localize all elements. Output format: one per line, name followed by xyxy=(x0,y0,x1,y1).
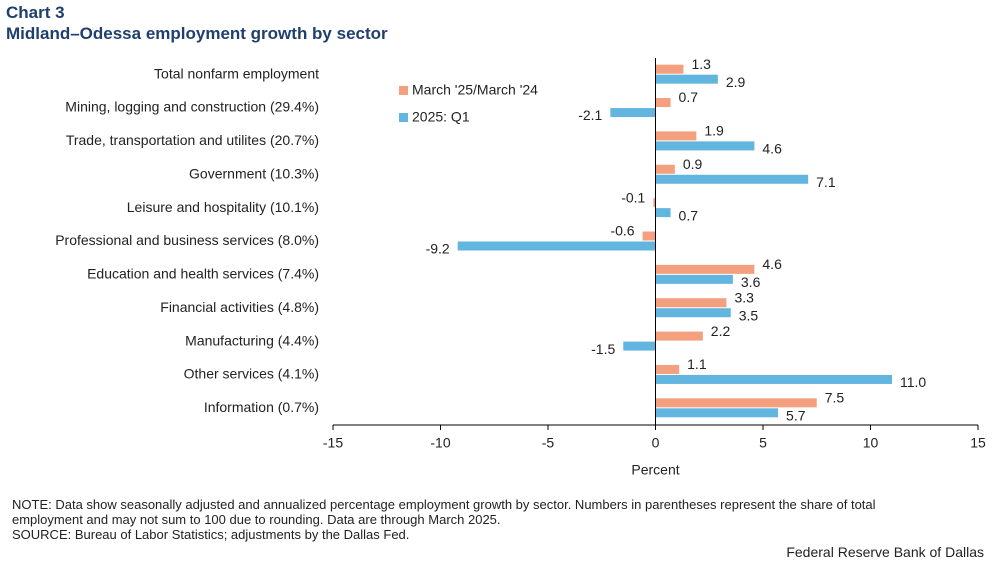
bar-q1 xyxy=(623,341,656,351)
data-label: 2.2 xyxy=(711,323,731,339)
data-label: 7.1 xyxy=(816,174,836,190)
category-label: Trade, transportation and utilites (20.7… xyxy=(66,132,319,148)
data-label: 1.1 xyxy=(687,356,707,372)
bar-q1 xyxy=(655,374,892,384)
data-label: -0.1 xyxy=(621,189,645,205)
x-tick-label: 10 xyxy=(863,435,879,451)
x-tick-label: -15 xyxy=(323,435,343,451)
bar-q1 xyxy=(610,108,656,118)
data-label: 0.9 xyxy=(683,156,703,172)
note-line-1: NOTE: Data show seasonally adjusted and … xyxy=(12,497,876,512)
bar-march-yoy xyxy=(655,364,680,374)
x-tick-label: -10 xyxy=(430,435,450,451)
bar-march-yoy xyxy=(642,231,656,241)
chart-note: NOTE: Data show seasonally adjusted and … xyxy=(12,497,987,542)
bar-q1 xyxy=(655,141,755,151)
data-label: -0.6 xyxy=(610,223,634,239)
bar-march-yoy xyxy=(655,131,697,141)
data-label: -9.2 xyxy=(426,241,450,257)
legend-label: March '25/March '24 xyxy=(412,82,538,98)
credit: Federal Reserve Bank of Dallas xyxy=(786,544,984,560)
x-tick-label: -5 xyxy=(542,435,555,451)
bar-march-yoy xyxy=(655,98,671,108)
bar-march-yoy xyxy=(655,264,755,274)
data-label: 2.9 xyxy=(726,74,746,90)
data-label: 3.5 xyxy=(739,307,759,323)
bar-march-yoy xyxy=(653,198,656,208)
chart-title: Midland–Odessa employment growth by sect… xyxy=(6,24,388,43)
data-label: 1.9 xyxy=(704,123,724,139)
legend-swatch-march-yoy xyxy=(399,86,408,95)
data-label: 0.7 xyxy=(679,207,699,223)
source-line: SOURCE: Bureau of Labor Statistics; adju… xyxy=(12,527,410,542)
note-line-2: employment and may not sum to 100 due to… xyxy=(12,512,501,527)
x-tick-label: 5 xyxy=(759,435,767,451)
category-label: Manufacturing (4.4%) xyxy=(185,332,319,348)
title-block: Chart 3 Midland–Odessa employment growth… xyxy=(6,3,388,45)
bar-chart: Total nonfarm employment Mining, logging … xyxy=(55,56,986,478)
chart-number: Chart 3 xyxy=(6,3,65,22)
bar-march-yoy xyxy=(655,164,675,174)
data-label: 4.6 xyxy=(762,256,782,272)
data-label: 4.6 xyxy=(762,141,782,157)
legend-swatch-q1 xyxy=(399,113,408,122)
data-label: 7.5 xyxy=(825,390,845,406)
category-label: Financial activities (4.8%) xyxy=(160,299,319,315)
bar-q1 xyxy=(655,408,779,418)
category-label: Other services (4.1%) xyxy=(184,366,319,382)
data-label: 1.3 xyxy=(691,56,711,72)
category-label: Information (0.7%) xyxy=(204,399,319,415)
bar-q1 xyxy=(655,74,718,84)
category-label: Leisure and hospitality (10.1%) xyxy=(127,199,319,215)
bar-q1 xyxy=(457,241,656,251)
data-label: 3.3 xyxy=(734,289,754,305)
bar-q1 xyxy=(655,274,733,284)
bar-march-yoy xyxy=(655,64,684,74)
data-label: 0.7 xyxy=(679,89,699,105)
data-label: -2.1 xyxy=(578,107,602,123)
legend-label: 2025: Q1 xyxy=(412,109,470,125)
data-label: 5.7 xyxy=(786,408,806,424)
x-tick-label: 15 xyxy=(970,435,986,451)
data-label: 11.0 xyxy=(900,374,926,390)
category-label: Professional and business services (8.0%… xyxy=(55,232,319,248)
category-label: Total nonfarm employment xyxy=(154,65,319,81)
x-tick-label: 0 xyxy=(652,435,660,451)
category-label: Education and health services (7.4%) xyxy=(87,266,319,282)
data-label: -1.5 xyxy=(591,341,615,357)
bar-march-yoy xyxy=(655,398,817,408)
bar-march-yoy xyxy=(655,298,727,308)
bar-march-yoy xyxy=(655,331,703,341)
x-axis-title: Percent xyxy=(631,462,679,478)
category-label: Government (10.3%) xyxy=(189,165,319,181)
bar-q1 xyxy=(655,174,809,184)
bar-q1 xyxy=(655,208,671,218)
data-label: 3.6 xyxy=(741,274,761,290)
bar-q1 xyxy=(655,308,731,318)
category-label: Mining, logging and construction (29.4%) xyxy=(65,99,319,115)
